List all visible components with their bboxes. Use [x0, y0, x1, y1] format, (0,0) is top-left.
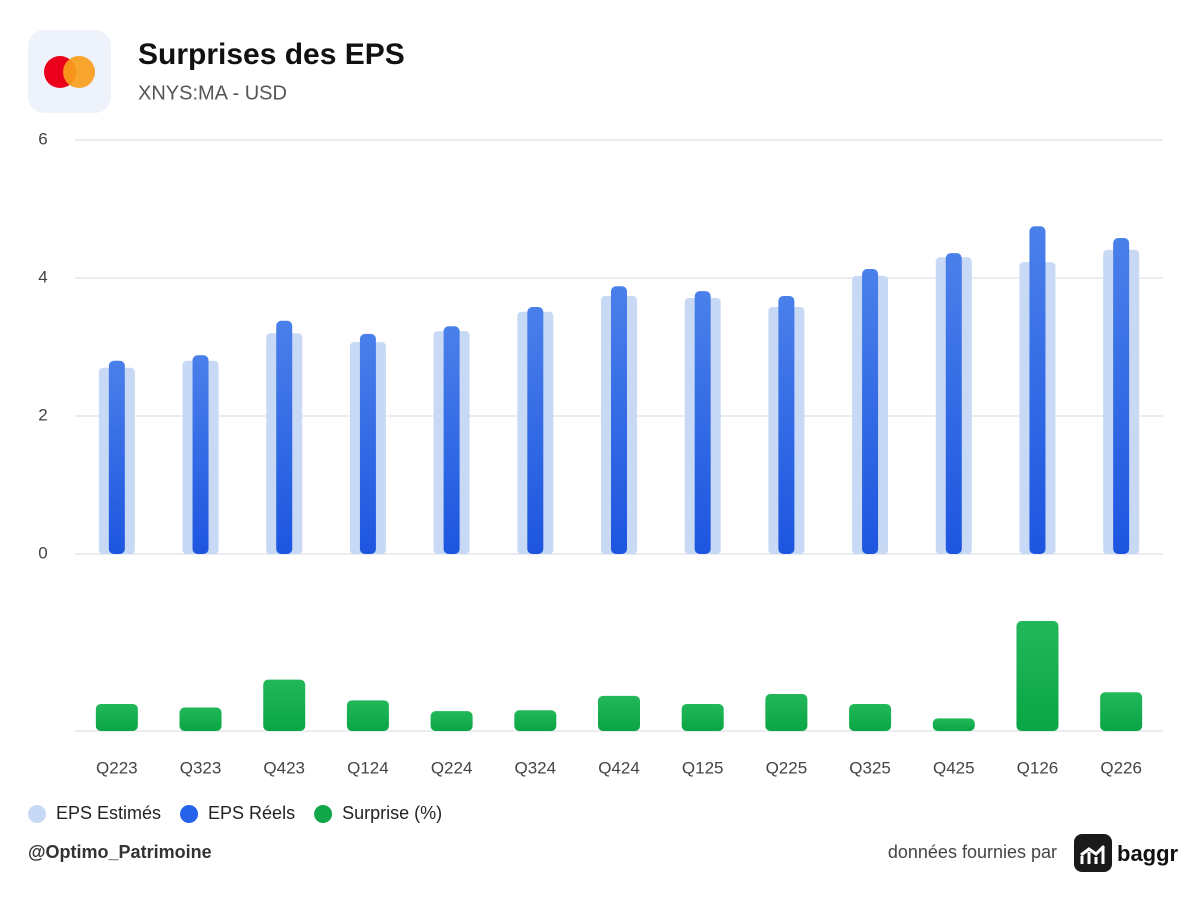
bar-surprise	[681, 703, 724, 731]
brand-name: baggr	[1117, 841, 1179, 866]
bar-actual	[945, 253, 962, 554]
legend-label: Surprise (%)	[342, 803, 442, 823]
legend-swatch	[28, 805, 46, 823]
bar-actual	[1113, 237, 1130, 555]
bar-surprise	[1016, 621, 1059, 731]
bar-actual	[359, 333, 376, 554]
x-tick-label: Q423	[263, 758, 305, 777]
chart-subtitle: XNYS:MA - USD	[138, 82, 287, 104]
x-tick-label: Q226	[1100, 758, 1142, 777]
bar-surprise	[95, 703, 138, 731]
bar-surprise	[765, 694, 808, 731]
bar-surprise	[430, 711, 473, 731]
x-tick-label: Q126	[1017, 758, 1059, 777]
logo-orange	[63, 56, 95, 88]
legend-swatch	[314, 805, 333, 823]
bar-actual	[862, 269, 879, 554]
bar-surprise	[932, 718, 975, 731]
bar-surprise	[179, 707, 222, 731]
x-tick-label: Q424	[598, 758, 640, 777]
bar-actual	[611, 286, 627, 554]
bar-surprise	[1100, 692, 1143, 731]
y-tick-label: 4	[38, 267, 47, 286]
legend-label: EPS Estimés	[56, 803, 161, 823]
legend-swatch	[180, 805, 199, 823]
x-tick-label: Q324	[515, 758, 557, 777]
bar-actual	[276, 320, 293, 554]
chart-title: Surprises des EPS	[138, 38, 405, 71]
x-tick-label: Q224	[431, 758, 473, 777]
bar-surprise	[346, 700, 389, 731]
bar-surprise	[263, 679, 306, 731]
x-tick-label: Q125	[682, 758, 724, 777]
author: @Optimo_Patrimoine	[28, 842, 212, 862]
brand-icon-glyph	[1080, 844, 1106, 864]
y-tick-label: 0	[38, 543, 47, 562]
bar-actual	[192, 355, 209, 554]
x-tick-label: Q124	[347, 758, 389, 777]
bar-actual	[694, 291, 711, 554]
bar-surprise	[598, 695, 640, 731]
x-tick-label: Q223	[96, 758, 138, 777]
y-tick-label: 6	[38, 129, 47, 148]
bar-surprise	[514, 710, 557, 731]
bar-actual	[443, 326, 460, 554]
bar-actual	[1029, 226, 1046, 554]
bar-surprise	[849, 703, 892, 731]
source-label: données fournies par	[888, 842, 1057, 862]
x-tick-label: Q323	[180, 758, 222, 777]
bar-actual	[527, 306, 544, 554]
x-tick-label: Q325	[849, 758, 891, 777]
legend-label: EPS Réels	[208, 803, 295, 823]
x-tick-label: Q425	[933, 758, 975, 777]
bar-actual	[108, 360, 125, 554]
y-tick-label: 2	[38, 405, 47, 424]
bar-actual	[778, 295, 795, 554]
x-tick-label: Q225	[766, 758, 808, 777]
